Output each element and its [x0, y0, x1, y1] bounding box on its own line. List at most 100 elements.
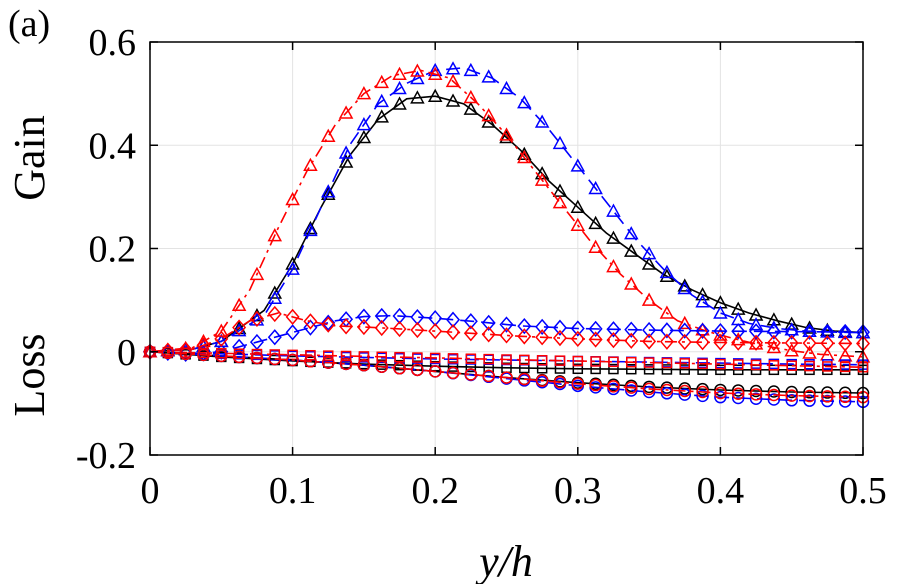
data-point-circle — [803, 386, 816, 399]
data-point-triangle — [463, 101, 479, 115]
data-point-circle — [838, 386, 852, 400]
data-point-circle — [250, 351, 264, 365]
data-point-triangle — [588, 180, 603, 195]
data-point-diamond — [784, 334, 799, 352]
data-point-square — [340, 350, 352, 362]
data-point-diamond — [446, 311, 461, 328]
data-point-triangle — [606, 259, 621, 273]
data-point-circle — [660, 383, 674, 397]
data-point-square — [608, 363, 619, 375]
data-point-circle — [731, 387, 745, 400]
data-point-diamond — [695, 322, 710, 339]
data-point-triangle — [570, 158, 586, 172]
data-point-square — [572, 363, 584, 375]
data-point-triangle — [338, 154, 354, 168]
data-point-diamond — [677, 322, 692, 339]
data-point-triangle — [374, 109, 389, 123]
data-point-diamond — [517, 328, 532, 345]
data-point-triangle — [392, 96, 407, 110]
y-tick-label: 0 — [117, 332, 136, 374]
data-point-diamond — [642, 321, 657, 339]
series-line — [149, 66, 864, 353]
data-point-diamond — [784, 323, 799, 340]
data-point-circle — [678, 384, 691, 398]
data-point-triangle — [534, 166, 550, 180]
data-point-circle — [411, 363, 424, 377]
data-point-circle — [286, 353, 299, 367]
data-point-diamond — [820, 323, 835, 341]
data-point-square — [804, 360, 815, 372]
data-point-diamond — [214, 330, 229, 347]
data-point-circle — [500, 371, 513, 384]
data-point-diamond — [249, 310, 264, 327]
data-point-triangle — [463, 89, 479, 104]
data-point-circle — [803, 389, 816, 403]
data-point-circle — [232, 350, 246, 364]
data-point-circle — [714, 386, 727, 400]
panel-label: (a) — [8, 3, 50, 45]
data-point-square — [412, 352, 423, 363]
series-line — [149, 69, 864, 358]
data-point-diamond — [303, 319, 318, 336]
ticks: 0 0.1 0.2 0.3 0.4 0.5-0.200.20.40.6 — [76, 22, 887, 512]
data-point-triangle — [677, 278, 693, 292]
data-point-triangle — [606, 203, 621, 217]
data-point-diamond — [766, 323, 781, 340]
series-line — [149, 350, 864, 368]
data-point-circle — [660, 387, 674, 400]
data-point-diamond — [321, 316, 336, 333]
data-point-diamond — [446, 324, 461, 341]
data-point-circle — [375, 360, 388, 373]
data-point-diamond — [463, 325, 478, 342]
y-tick-label: -0.2 — [76, 435, 136, 477]
data-point-square — [590, 363, 601, 375]
data-point-diamond — [802, 323, 817, 340]
data-point-triangle — [320, 128, 336, 142]
data-point-circle — [339, 357, 353, 371]
data-point-circle — [731, 384, 745, 397]
data-point-circle — [322, 356, 335, 369]
data-point-triangle — [410, 70, 425, 85]
data-point-triangle — [659, 268, 675, 282]
data-point-triangle — [552, 135, 568, 150]
x-tick-label: 0.1 — [269, 470, 317, 512]
data-point-square — [643, 357, 655, 368]
data-point-square — [483, 353, 494, 365]
data-point-triangle — [374, 93, 389, 108]
data-point-diamond — [606, 331, 621, 349]
data-point-circle — [838, 390, 852, 404]
data-point-triangle — [517, 149, 532, 164]
data-point-triangle — [784, 343, 799, 357]
data-point-diamond — [766, 334, 781, 351]
data-point-diamond — [374, 307, 389, 325]
data-point-triangle — [392, 80, 407, 95]
data-point-triangle — [303, 157, 318, 172]
data-point-diamond — [731, 334, 746, 351]
series-circle-10 — [143, 345, 870, 404]
data-point-square — [626, 356, 637, 368]
data-point-triangle — [267, 228, 283, 242]
data-point-triangle — [445, 73, 461, 88]
data-point-triangle — [517, 95, 532, 109]
data-point-triangle — [570, 217, 586, 232]
data-point-circle — [161, 346, 175, 360]
data-point-diamond — [356, 318, 371, 336]
data-point-diamond — [517, 317, 532, 335]
data-point-circle — [589, 378, 602, 392]
data-point-circle — [714, 383, 727, 397]
data-point-diamond — [552, 319, 567, 336]
data-point-circle — [268, 352, 282, 366]
data-point-circle — [625, 381, 638, 394]
data-point-triangle — [303, 222, 318, 237]
data-point-triangle — [695, 287, 710, 301]
data-point-triangle — [481, 107, 496, 122]
data-point-circle — [696, 385, 709, 399]
data-point-diamond — [802, 334, 817, 352]
data-point-triangle — [588, 215, 603, 230]
data-point-square — [732, 364, 744, 376]
data-point-circle — [838, 395, 852, 408]
data-point-circle — [803, 394, 816, 407]
data-point-diamond — [285, 324, 300, 341]
data-point-circle — [446, 366, 460, 380]
